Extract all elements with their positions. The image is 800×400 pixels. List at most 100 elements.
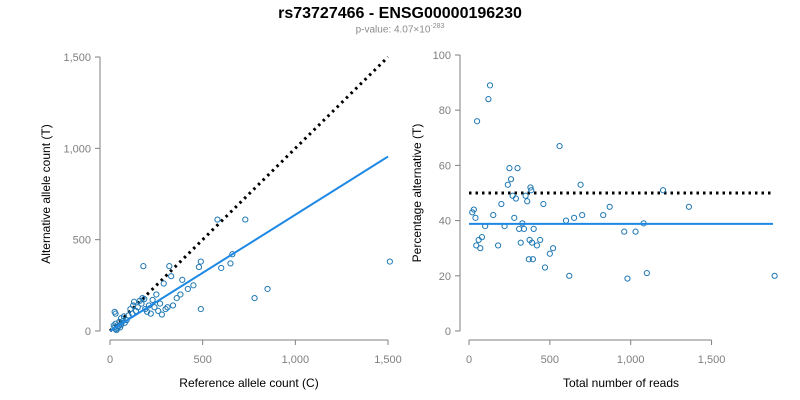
data-point — [112, 320, 119, 327]
data-point — [264, 285, 271, 293]
x-axis-label: Reference allele count (C) — [179, 376, 318, 390]
data-point — [164, 304, 171, 311]
data-point — [125, 312, 132, 319]
data-point — [566, 272, 573, 279]
plot-1: 0 500 1,000 1,500 0 500 1,000 1,500 Reference al… — [39, 52, 402, 390]
data-point — [525, 256, 532, 263]
data-point — [546, 250, 553, 257]
data-point — [522, 192, 529, 199]
data-point — [153, 291, 160, 298]
data-point — [173, 295, 180, 302]
y-tick-label: 80 — [439, 105, 451, 117]
data-point — [514, 165, 521, 172]
data-point — [229, 251, 236, 258]
data-point — [162, 305, 169, 313]
y-tick-label: 60 — [439, 160, 451, 172]
x-tick-label: 1,000 — [282, 354, 310, 366]
y-axis-label: Alternative allele count (T) — [39, 124, 53, 263]
data-point — [473, 242, 480, 249]
data-point — [520, 225, 528, 232]
data-point — [134, 304, 141, 311]
data-point — [143, 308, 151, 315]
x-tick-label: 500 — [541, 354, 559, 366]
data-point — [168, 273, 175, 280]
x-axis-label: Total number of reads — [563, 376, 679, 390]
data-point — [149, 296, 156, 304]
data-point — [530, 225, 537, 232]
data-point — [498, 200, 505, 208]
chart-subtitle: p-value: 4.07×10-283 — [0, 23, 800, 35]
x-tick-label: 500 — [193, 354, 211, 366]
x-tick-label: 0 — [107, 354, 113, 366]
data-point — [606, 203, 613, 210]
x-tick-label: 1,000 — [617, 354, 645, 366]
data-point — [529, 256, 536, 263]
data-point — [537, 236, 544, 244]
data-point — [541, 264, 549, 271]
data-point — [527, 184, 534, 191]
data-point — [156, 300, 164, 307]
data-point — [169, 302, 177, 309]
data-point — [771, 272, 778, 279]
data-point — [251, 295, 258, 302]
data-point — [643, 269, 650, 277]
data-point — [473, 118, 481, 125]
data-point — [197, 305, 204, 313]
data-point — [528, 239, 536, 246]
y-tick-label: 100 — [433, 50, 451, 62]
y-axis-label: Percentage alternative (T) — [410, 124, 424, 263]
data-point — [624, 275, 631, 282]
data-point — [227, 260, 234, 267]
subtitle-prefix: p-value: 4.07 — [355, 24, 414, 36]
data-point — [242, 216, 249, 223]
data-point — [475, 236, 482, 244]
subtitle-exponent: -283 — [430, 23, 445, 30]
data-point — [158, 311, 165, 318]
data-point — [528, 187, 535, 194]
data-point — [540, 200, 547, 208]
data-point — [190, 282, 197, 289]
data-point — [533, 242, 541, 249]
data-point — [130, 298, 138, 305]
data-point — [140, 263, 147, 270]
data-point — [485, 96, 492, 103]
data-point — [579, 211, 586, 219]
data-point — [509, 192, 516, 199]
data-point — [470, 206, 477, 213]
data-point — [577, 181, 584, 188]
x-tick-label: 1,500 — [698, 354, 726, 366]
data-point — [132, 307, 140, 315]
data-point — [166, 263, 173, 270]
data-point — [506, 165, 513, 172]
y-tick-label: 0 — [85, 326, 91, 338]
data-point — [155, 307, 162, 315]
data-point — [524, 198, 531, 205]
data-point — [685, 203, 693, 210]
data-point — [214, 216, 221, 223]
data-point — [179, 276, 186, 283]
data-point — [621, 228, 628, 235]
data-point — [160, 280, 167, 287]
x-tick-label: 1,500 — [374, 354, 402, 366]
data-point — [511, 214, 518, 221]
data-point — [218, 264, 225, 272]
data-point — [600, 211, 607, 219]
data-point — [472, 214, 479, 221]
subtitle-base: 10 — [419, 24, 431, 36]
data-point — [112, 310, 119, 317]
plot-2: 0 500 1,000 1,500 0 20 40 60 80 100 Total number o… — [410, 50, 778, 390]
data-point — [177, 291, 184, 298]
data-point — [490, 211, 497, 219]
data-point — [495, 242, 502, 249]
y-tick-label: 40 — [439, 216, 451, 228]
reference-line — [108, 55, 390, 333]
data-point — [478, 234, 486, 241]
data-point — [477, 245, 484, 252]
data-point — [632, 228, 639, 235]
y-tick-label: 0 — [445, 326, 451, 338]
data-point — [507, 176, 515, 183]
data-point — [486, 82, 494, 89]
data-point — [195, 263, 203, 271]
data-point — [517, 239, 524, 246]
